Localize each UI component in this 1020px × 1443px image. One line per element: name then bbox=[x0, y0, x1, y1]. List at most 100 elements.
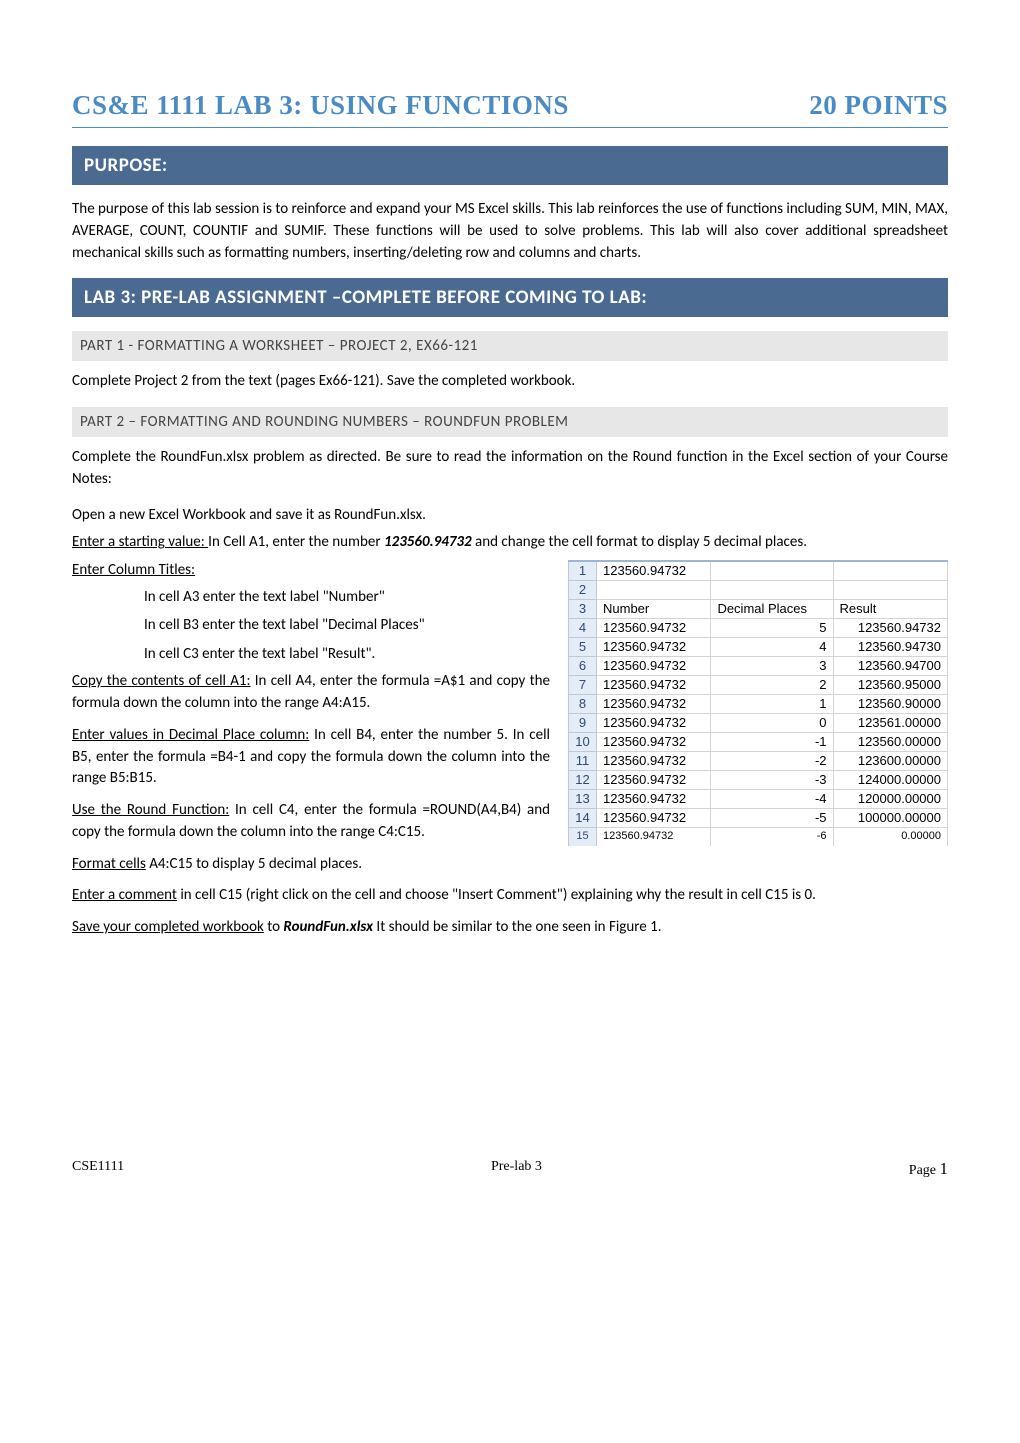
step-save-workbook: Save your completed workbook to RoundFun… bbox=[72, 917, 948, 939]
subheading-part2: PART 2 – FORMATTING AND ROUNDING NUMBERS… bbox=[72, 407, 948, 437]
cell: 123560.94732 bbox=[597, 732, 711, 751]
cell bbox=[711, 561, 833, 580]
row-number: 12 bbox=[569, 770, 597, 789]
table-row: 6123560.947323123560.94700 bbox=[569, 656, 948, 675]
cell: Result bbox=[833, 599, 947, 618]
step-round-function: Use the Round Function: In cell C4, ente… bbox=[72, 800, 550, 844]
row-number: 14 bbox=[569, 808, 597, 827]
save-filename: RoundFun.xlsx bbox=[283, 918, 373, 936]
cell bbox=[833, 580, 947, 599]
step-text-tail: and change the cell format to display 5 … bbox=[472, 533, 807, 551]
table-row: 7123560.947322123560.95000 bbox=[569, 675, 948, 694]
cell bbox=[711, 580, 833, 599]
step-column-titles: Enter Column Titles: bbox=[72, 560, 550, 582]
cell: Decimal Places bbox=[711, 599, 833, 618]
row-number: 2 bbox=[569, 580, 597, 599]
title-right: 20 POINTS bbox=[809, 90, 948, 121]
cell bbox=[833, 561, 947, 580]
step-label: Copy the contents of cell A1: bbox=[72, 672, 251, 690]
table-row: 3NumberDecimal PlacesResult bbox=[569, 599, 948, 618]
cell: 124000.00000 bbox=[833, 770, 947, 789]
part2-open: Open a new Excel Workbook and save it as… bbox=[72, 505, 948, 527]
cell: 123560.94732 bbox=[597, 675, 711, 694]
step-label: Enter a starting value: bbox=[72, 533, 208, 551]
cell: 5 bbox=[711, 618, 833, 637]
cell: 123560.94732 bbox=[597, 770, 711, 789]
cell: 100000.00000 bbox=[833, 808, 947, 827]
cell: 2 bbox=[711, 675, 833, 694]
cell: 123560.94732 bbox=[597, 827, 711, 846]
cell: Number bbox=[597, 599, 711, 618]
step-decimal-places: Enter values in Decimal Place column: In… bbox=[72, 725, 550, 790]
cell: 123560.90000 bbox=[833, 694, 947, 713]
footer-left: CSE1111 bbox=[72, 1159, 124, 1179]
cell: -5 bbox=[711, 808, 833, 827]
purpose-text: The purpose of this lab session is to re… bbox=[72, 199, 948, 264]
footer-center: Pre-lab 3 bbox=[491, 1159, 542, 1179]
start-number-value: 123560.94732 bbox=[384, 533, 472, 551]
cell: 123560.94732 bbox=[597, 713, 711, 732]
row-number: 11 bbox=[569, 751, 597, 770]
spreadsheet-table: 1123560.9473223NumberDecimal PlacesResul… bbox=[568, 560, 948, 846]
section-heading-purpose: PURPOSE: bbox=[72, 146, 948, 185]
table-row: 10123560.94732-1123560.00000 bbox=[569, 732, 948, 751]
cell: 0 bbox=[711, 713, 833, 732]
row-number: 9 bbox=[569, 713, 597, 732]
cell: 0.00000 bbox=[833, 827, 947, 846]
row-number: 13 bbox=[569, 789, 597, 808]
cell: 123560.94700 bbox=[833, 656, 947, 675]
row-number: 6 bbox=[569, 656, 597, 675]
step-text-b: It should be similar to the one seen in … bbox=[373, 918, 661, 936]
cell: 123560.94732 bbox=[597, 561, 711, 580]
step-text-a: to bbox=[264, 918, 284, 936]
table-row: 9123560.947320123561.00000 bbox=[569, 713, 948, 732]
cell: -1 bbox=[711, 732, 833, 751]
step-text: in cell C15 (right click on the cell and… bbox=[177, 886, 816, 904]
table-row: 4123560.947325123560.94732 bbox=[569, 618, 948, 637]
spreadsheet-figure: 1123560.9473223NumberDecimal PlacesResul… bbox=[568, 560, 948, 846]
cell: 4 bbox=[711, 637, 833, 656]
cell: 123560.95000 bbox=[833, 675, 947, 694]
table-row: 14123560.94732-5100000.00000 bbox=[569, 808, 948, 827]
cell: 1 bbox=[711, 694, 833, 713]
step-format-cells: Format cells A4:C15 to display 5 decimal… bbox=[72, 854, 948, 876]
row-number: 10 bbox=[569, 732, 597, 751]
step-copy-a1: Copy the contents of cell A1: In cell A4… bbox=[72, 671, 550, 715]
cell: -6 bbox=[711, 827, 833, 846]
column-title-instruction-1: In cell A3 enter the text label "Number" bbox=[144, 586, 550, 609]
step-label: Save your completed workbook bbox=[72, 918, 264, 936]
column-title-instruction-2: In cell B3 enter the text label "Decimal… bbox=[144, 614, 550, 637]
cell: 123560.94732 bbox=[597, 751, 711, 770]
footer-page-number: 1 bbox=[940, 1159, 949, 1178]
step-enter-starting-value: Enter a starting value: In Cell A1, ente… bbox=[72, 532, 948, 554]
table-row: 11123560.94732-2123600.00000 bbox=[569, 751, 948, 770]
table-row: 8123560.947321123560.90000 bbox=[569, 694, 948, 713]
table-row: 1123560.94732 bbox=[569, 561, 948, 580]
step-label: Enter a comment bbox=[72, 886, 177, 904]
table-row: 12123560.94732-3124000.00000 bbox=[569, 770, 948, 789]
cell: -3 bbox=[711, 770, 833, 789]
table-row: 15123560.94732-60.00000 bbox=[569, 827, 948, 846]
cell: 123560.94732 bbox=[597, 618, 711, 637]
cell: 123560.94732 bbox=[597, 637, 711, 656]
subheading-part1: PART 1 - FORMATTING A WORKSHEET – PROJEC… bbox=[72, 331, 948, 361]
footer-right: Page 1 bbox=[909, 1159, 948, 1179]
part2-intro: Complete the RoundFun.xlsx problem as di… bbox=[72, 447, 948, 491]
document-title: CS&E 1111 LAB 3: USING FUNCTIONS 20 POIN… bbox=[72, 90, 948, 128]
column-title-instruction-3: In cell C3 enter the text label "Result"… bbox=[144, 643, 550, 666]
row-number: 4 bbox=[569, 618, 597, 637]
cell: 123561.00000 bbox=[833, 713, 947, 732]
cell: 123560.94732 bbox=[597, 694, 711, 713]
cell: 123560.94732 bbox=[833, 618, 947, 637]
part1-text: Complete Project 2 from the text (pages … bbox=[72, 371, 948, 393]
cell: 120000.00000 bbox=[833, 789, 947, 808]
left-text-column: Enter Column Titles: In cell A3 enter th… bbox=[72, 560, 550, 854]
table-row: 2 bbox=[569, 580, 948, 599]
cell: 123600.00000 bbox=[833, 751, 947, 770]
cell: -4 bbox=[711, 789, 833, 808]
table-row: 5123560.947324123560.94730 bbox=[569, 637, 948, 656]
row-number: 1 bbox=[569, 561, 597, 580]
footer-page-label: Page bbox=[909, 1163, 940, 1178]
spreadsheet-body: 1123560.9473223NumberDecimal PlacesResul… bbox=[569, 561, 948, 846]
cell: 123560.00000 bbox=[833, 732, 947, 751]
